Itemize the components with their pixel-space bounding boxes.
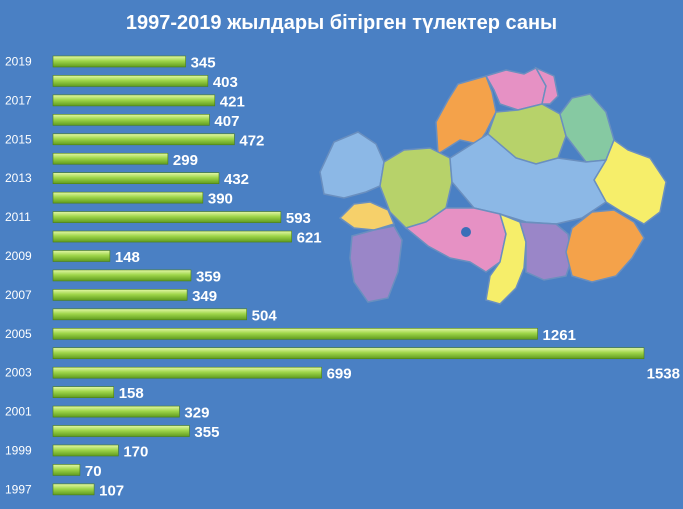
data-label: 329: [184, 405, 209, 422]
bar-2015: [52, 133, 235, 146]
bar-2010: [52, 230, 292, 243]
data-label: 432: [224, 171, 249, 188]
y-tick-label: 2005: [5, 327, 32, 341]
data-label: 359: [196, 268, 221, 285]
bar-2002: [52, 386, 115, 398]
data-label: 699: [327, 366, 352, 383]
data-label: 170: [123, 444, 148, 461]
data-label: 1538: [647, 365, 680, 382]
data-label: 1261: [543, 327, 576, 344]
data-label: 148: [115, 249, 140, 266]
bar-2013: [52, 172, 220, 184]
y-tick-label: 2003: [5, 366, 32, 380]
bar-2016: [52, 114, 210, 126]
bar-2014: [52, 152, 169, 165]
y-tick-label: 2019: [5, 55, 32, 69]
bar-1998: [52, 464, 81, 476]
bar-1999: [52, 444, 119, 457]
data-label: 403: [213, 74, 238, 91]
bar-2007: [52, 289, 188, 301]
y-tick-label: 2013: [5, 171, 32, 185]
data-label: 504: [252, 307, 278, 324]
bar-2011: [52, 211, 282, 223]
bar-2005: [52, 327, 538, 340]
bar-2018: [52, 75, 209, 87]
y-tick-label: 2001: [5, 405, 32, 419]
bar-2017: [52, 94, 216, 107]
bar-2004: [52, 347, 645, 360]
chart-title: 1997-2019 жылдары бітірген түлектер саны: [125, 12, 558, 34]
data-label: 593: [286, 210, 311, 227]
y-tick-label: 2009: [5, 249, 32, 263]
bar-2000: [52, 425, 190, 437]
data-label: 107: [99, 482, 124, 499]
kazakhstan-regions-map-icon: [319, 66, 667, 305]
bar-2006: [52, 308, 247, 321]
data-label: 349: [192, 288, 217, 305]
y-tick-label: 2015: [5, 132, 32, 146]
data-label: 345: [191, 55, 216, 72]
y-tick-label: 1999: [5, 444, 32, 458]
data-label: 390: [208, 191, 233, 208]
bar-2009: [52, 250, 111, 262]
bar-2012: [52, 191, 204, 204]
bar-2008: [52, 269, 192, 282]
data-label: 299: [173, 152, 198, 169]
data-label: 158: [119, 385, 144, 402]
bar-2001: [52, 405, 180, 418]
bar-2003: [52, 366, 322, 379]
data-label: 421: [220, 93, 245, 110]
data-label: 472: [239, 132, 264, 149]
bar-1997: [52, 483, 95, 496]
data-label: 621: [297, 230, 322, 247]
bar-2019: [52, 55, 186, 68]
y-tick-label: 1997: [5, 482, 32, 496]
data-label: 355: [194, 424, 219, 441]
data-label: 70: [85, 463, 102, 480]
y-tick-label: 2017: [5, 93, 32, 107]
y-tick-label: 2011: [5, 210, 31, 224]
data-label: 407: [214, 113, 239, 130]
y-tick-label: 2007: [5, 288, 32, 302]
